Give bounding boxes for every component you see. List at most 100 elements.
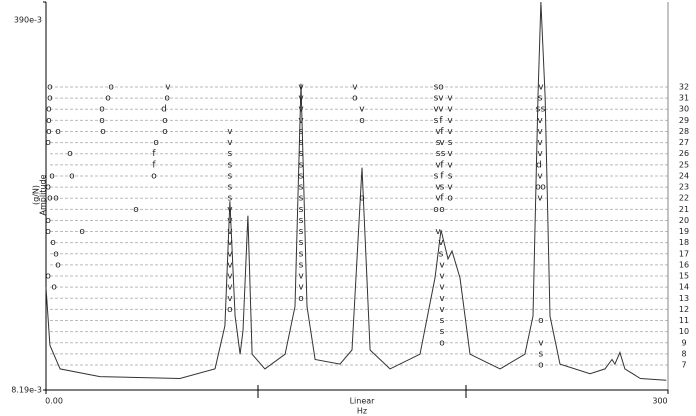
row-label: 15 <box>679 272 689 281</box>
marker: o <box>100 127 106 137</box>
marker: o <box>45 183 51 193</box>
marker: v <box>439 272 445 282</box>
marker: f <box>440 171 444 181</box>
marker: s <box>434 171 439 181</box>
row-label: 18 <box>679 238 689 247</box>
row-label: 14 <box>679 283 689 292</box>
marker: s <box>299 216 304 226</box>
y-axis-unit: (g/N) <box>32 185 41 205</box>
marker: f <box>440 160 444 170</box>
row-label: 8 <box>681 349 686 358</box>
marker: f <box>440 194 444 204</box>
marker: s <box>299 194 304 204</box>
row-label: 22 <box>679 194 689 203</box>
row-label: 25 <box>679 160 689 169</box>
marker: v <box>227 260 233 270</box>
marker: o <box>105 94 111 104</box>
marker: f <box>439 116 443 126</box>
marker: d <box>161 105 167 115</box>
marker: o <box>433 205 439 215</box>
x-scale-label: Linear <box>350 397 376 406</box>
marker: o <box>153 138 159 148</box>
marker: v <box>447 94 453 104</box>
marker: o <box>439 338 445 348</box>
marker: s <box>434 83 439 93</box>
marker: s <box>440 183 445 193</box>
marker: v <box>538 338 544 348</box>
spectrum-line <box>45 1 667 381</box>
marker: o <box>53 194 59 204</box>
row-label: 30 <box>679 105 689 114</box>
marker: v <box>352 83 358 93</box>
marker: o <box>538 361 544 371</box>
marker: s <box>299 160 304 170</box>
marker: v <box>435 183 441 193</box>
marker: v <box>298 105 304 115</box>
row-label: 11 <box>679 316 689 325</box>
marker: o <box>162 127 168 137</box>
marker: o <box>46 116 52 126</box>
marker: s <box>299 260 304 270</box>
marker: s <box>299 238 304 248</box>
marker: v <box>298 116 304 126</box>
marker: v <box>537 116 543 126</box>
marker: v <box>439 260 445 270</box>
marker: v <box>439 283 445 293</box>
marker: o <box>438 83 444 93</box>
marker: o <box>50 238 56 248</box>
marker: o <box>359 116 365 126</box>
marker: v <box>227 294 233 304</box>
marker: s <box>536 105 541 115</box>
marker: v <box>438 94 444 104</box>
marker: v <box>227 272 233 282</box>
row-label: 17 <box>679 249 689 258</box>
row-label: 20 <box>679 216 689 225</box>
marker: s <box>436 138 441 148</box>
row-lines <box>50 86 668 366</box>
marker: v <box>227 227 233 237</box>
marker: o <box>164 94 170 104</box>
marker: v <box>227 238 233 248</box>
marker: o <box>447 194 453 204</box>
marker: s <box>299 127 304 137</box>
marker: v <box>298 283 304 293</box>
marker: v <box>165 83 171 93</box>
marker: o <box>79 227 85 237</box>
marker: v <box>447 116 453 126</box>
marker: v <box>298 272 304 282</box>
row-label: 31 <box>679 94 689 103</box>
marker: v <box>435 127 441 137</box>
marker: o <box>55 260 61 270</box>
marker: s <box>439 249 444 259</box>
marker: s <box>228 171 233 181</box>
marker: o <box>51 283 57 293</box>
marker: v <box>439 305 445 315</box>
marker: v <box>433 105 439 115</box>
marker: s <box>299 227 304 237</box>
marker: v <box>537 138 543 148</box>
marker: v <box>447 183 453 193</box>
marker: o <box>133 205 139 215</box>
marker: o <box>47 83 53 93</box>
marker: s <box>440 327 445 337</box>
marker: s <box>434 116 439 126</box>
marker: o <box>46 127 52 137</box>
marker: o <box>540 183 546 193</box>
marker: v <box>447 105 453 115</box>
marker: v <box>439 138 445 148</box>
marker: v <box>537 194 543 204</box>
marker: o <box>352 94 358 104</box>
marker: o <box>47 94 53 104</box>
marker: s <box>538 94 543 104</box>
marker: v <box>447 127 453 137</box>
marker: s <box>448 138 453 148</box>
marker: s <box>228 194 233 204</box>
marker: f <box>152 149 156 159</box>
row-label: 9 <box>681 338 686 347</box>
marker: s <box>299 183 304 193</box>
marker: s <box>434 94 439 104</box>
y-tick-label: 390e-3 <box>14 16 42 25</box>
marker: o <box>45 227 51 237</box>
marker: v <box>227 249 233 259</box>
